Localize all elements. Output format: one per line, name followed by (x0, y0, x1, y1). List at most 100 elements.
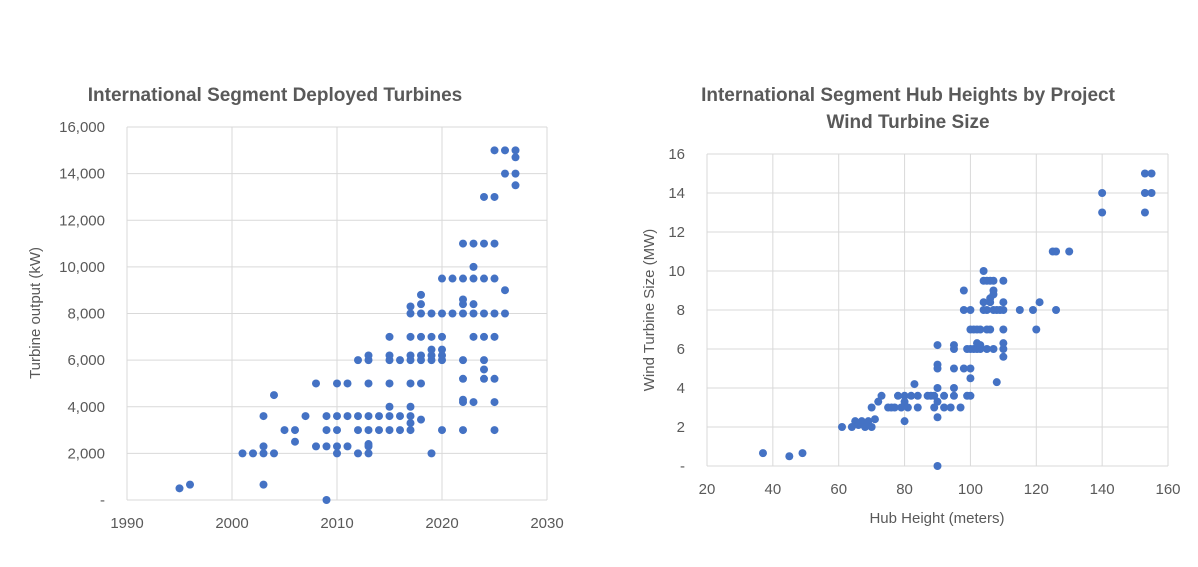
scatter-point (1140, 208, 1149, 217)
scatter-point (1098, 189, 1107, 197)
scatter-point (375, 412, 383, 421)
scatter-point (406, 379, 415, 388)
scatter-point (1052, 306, 1061, 314)
scatter-point (417, 332, 425, 341)
x-tick-label: 120 (1024, 481, 1049, 498)
x-axis-label: Hub Height (meters) (869, 510, 1004, 527)
scatter-point (890, 403, 899, 412)
scatter-point (322, 442, 331, 451)
scatter-point (427, 309, 436, 318)
scatter-point (480, 239, 488, 248)
y-tick-label: 4,000 (67, 399, 105, 416)
scatter-point (933, 397, 942, 406)
scatter-point (900, 417, 909, 426)
y-tick-label: 16 (668, 146, 685, 163)
x-tick-label: 2000 (215, 515, 248, 532)
scatter-point (322, 496, 331, 504)
scatter-point (459, 274, 467, 283)
y-axis-label: Turbine output (kW) (27, 247, 44, 379)
scatter-point (448, 274, 457, 283)
scatter-point (480, 274, 488, 283)
hub-heights-chart: International Segment Hub Heights by Pro… (641, 85, 1181, 527)
scatter-point (946, 403, 955, 412)
scatter-point (459, 356, 467, 365)
scatter-point (406, 419, 415, 428)
scatter-point (406, 402, 415, 411)
y-tick-label: 10,000 (59, 259, 105, 276)
scatter-point (893, 391, 902, 400)
scatter-point (989, 286, 998, 295)
scatter-point (364, 440, 373, 449)
y-tick-label: - (100, 492, 105, 509)
scatter-point (469, 332, 478, 341)
scatter-point (343, 412, 352, 421)
scatter-point (249, 449, 257, 458)
scatter-point (982, 345, 991, 353)
scatter-point (949, 364, 958, 373)
scatter-point (989, 345, 998, 353)
scatter-point (480, 332, 488, 341)
x-tick-label: 20 (699, 481, 716, 498)
scatter-point (438, 274, 446, 283)
scatter-point (396, 356, 404, 365)
scatter-point (459, 309, 467, 318)
scatter-point (480, 374, 488, 383)
scatter-point (490, 239, 499, 248)
scatter-point (959, 306, 968, 314)
scatter-point (940, 403, 949, 412)
scatter-point (1015, 306, 1024, 314)
scatter-point (406, 412, 415, 421)
scatter-point (785, 452, 794, 461)
scatter-point (438, 345, 446, 354)
scatter-point (396, 412, 404, 421)
scatter-point (438, 309, 446, 318)
scatter-point (459, 374, 467, 383)
scatter-point (966, 374, 975, 383)
scatter-point (480, 365, 488, 374)
scatter-point (989, 276, 998, 285)
scatter-point (490, 426, 499, 435)
x-tick-label: 1990 (110, 515, 143, 532)
y-tick-labels: - 2 4 6 8 10 12 14 16 (668, 146, 685, 475)
x-tick-label: 2030 (530, 515, 563, 532)
y-tick-label: 8 (677, 302, 685, 319)
scatter-point (469, 274, 478, 283)
y-tick-label: - (680, 458, 685, 475)
scatter-point (270, 449, 278, 458)
y-tick-label: 8,000 (67, 306, 105, 323)
scatter-point (976, 341, 985, 350)
scatter-point (511, 181, 520, 190)
scatter-point (933, 413, 942, 422)
scatter-point (385, 402, 394, 411)
scatter-point (259, 442, 268, 451)
scatter-point (259, 412, 268, 421)
scatter-point (333, 442, 341, 451)
scatter-point (396, 426, 404, 435)
scatter-point (427, 449, 436, 458)
scatter-point (999, 298, 1008, 307)
y-tick-label: 6 (677, 341, 685, 358)
scatter-point (966, 391, 975, 400)
scatter-point (999, 325, 1008, 334)
deployed-turbines-chart: International Segment Deployed Turbines … (27, 85, 564, 532)
x-tick-label: 140 (1090, 481, 1115, 498)
scatter-point (490, 309, 499, 318)
scatter-point (354, 412, 362, 421)
scatter-point (903, 403, 912, 412)
scatter-point (459, 295, 467, 304)
y-tick-label: 10 (668, 263, 685, 280)
scatter-point (999, 352, 1008, 361)
y-tick-label: 4 (677, 380, 685, 397)
scatter-point (949, 391, 958, 400)
scatter-point (343, 442, 352, 451)
scatter-point (417, 415, 425, 424)
scatter-point (847, 423, 856, 431)
scatter-point (501, 286, 509, 295)
scatter-point (417, 351, 425, 360)
scatter-point (364, 379, 373, 388)
scatter-point (511, 169, 520, 178)
scatter-point (364, 351, 373, 360)
scatter-point (910, 380, 919, 389)
scatter-point (979, 298, 988, 307)
scatter-point (966, 306, 975, 314)
